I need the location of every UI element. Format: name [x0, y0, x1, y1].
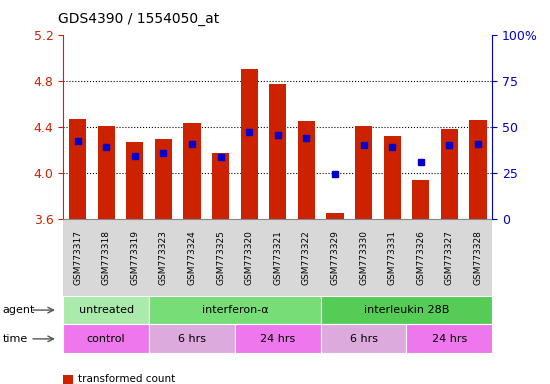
Text: GSM773318: GSM773318: [102, 230, 111, 285]
Text: time: time: [3, 334, 28, 344]
Text: transformed count: transformed count: [78, 374, 175, 384]
Text: GSM773320: GSM773320: [245, 230, 254, 285]
Text: untreated: untreated: [79, 305, 134, 315]
Bar: [412, 180, 430, 219]
Bar: [469, 120, 487, 219]
Text: 24 hrs: 24 hrs: [432, 334, 467, 344]
Text: 6 hrs: 6 hrs: [178, 334, 206, 344]
Text: interleukin 28B: interleukin 28B: [364, 305, 449, 315]
Bar: [383, 136, 401, 219]
Bar: [355, 126, 372, 219]
Text: GSM773328: GSM773328: [474, 230, 482, 285]
Text: GSM773321: GSM773321: [273, 230, 282, 285]
Bar: [97, 126, 115, 219]
Bar: [155, 139, 172, 219]
Text: GSM773319: GSM773319: [130, 230, 139, 285]
Text: 6 hrs: 6 hrs: [350, 334, 377, 344]
Bar: [326, 213, 344, 219]
Bar: [441, 129, 458, 219]
Text: GSM773326: GSM773326: [416, 230, 425, 285]
Text: interferon-α: interferon-α: [201, 305, 268, 315]
Text: GSM773317: GSM773317: [73, 230, 82, 285]
Text: GSM773329: GSM773329: [331, 230, 339, 285]
Text: GDS4390 / 1554050_at: GDS4390 / 1554050_at: [58, 12, 219, 25]
Text: GSM773325: GSM773325: [216, 230, 225, 285]
Text: control: control: [87, 334, 125, 344]
Text: GSM773330: GSM773330: [359, 230, 368, 285]
Text: GSM773327: GSM773327: [445, 230, 454, 285]
Bar: [69, 119, 86, 219]
Text: GSM773324: GSM773324: [188, 230, 196, 285]
Bar: [269, 84, 287, 219]
Bar: [183, 123, 201, 219]
Bar: [298, 121, 315, 219]
Text: 24 hrs: 24 hrs: [260, 334, 295, 344]
Bar: [212, 153, 229, 219]
Text: GSM773323: GSM773323: [159, 230, 168, 285]
Bar: [126, 142, 144, 219]
Text: agent: agent: [3, 305, 35, 315]
Bar: [240, 69, 258, 219]
Text: GSM773322: GSM773322: [302, 230, 311, 285]
Text: GSM773331: GSM773331: [388, 230, 397, 285]
